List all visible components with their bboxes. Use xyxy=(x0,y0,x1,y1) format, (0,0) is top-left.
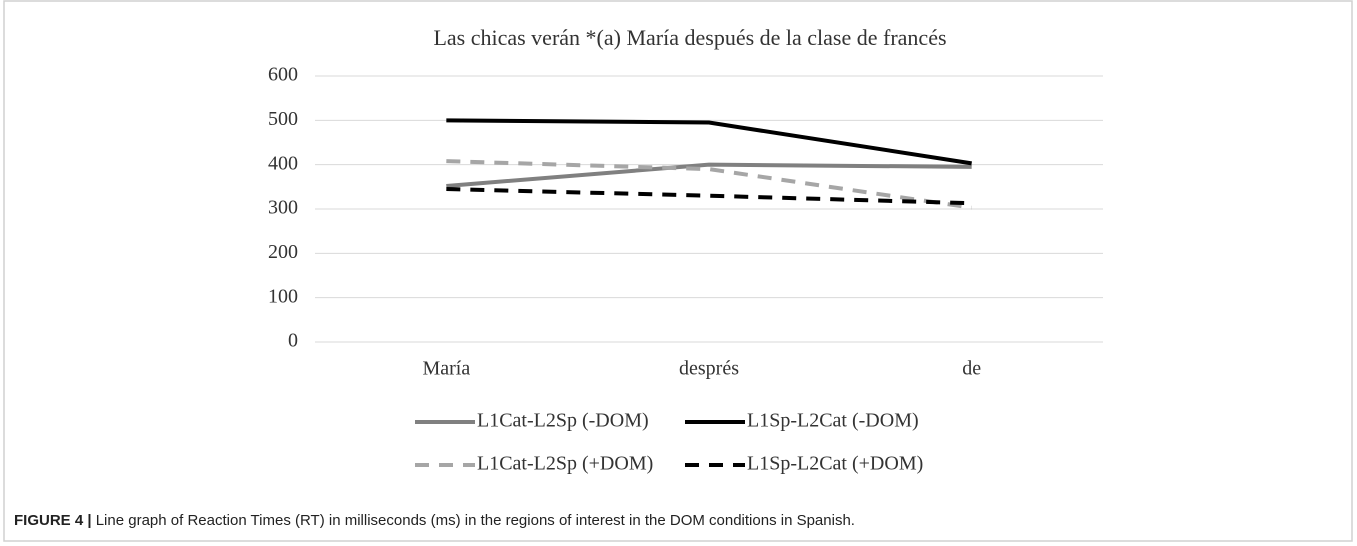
caption-label: FIGURE 4 | xyxy=(14,512,92,529)
legend-label: L1Sp-L2Cat (+DOM) xyxy=(747,453,923,475)
legend-label: L1Cat-L2Sp (-DOM) xyxy=(477,410,649,432)
y-tick-label: 200 xyxy=(268,241,298,263)
legend-label: L1Sp-L2Cat (-DOM) xyxy=(747,410,919,432)
y-tick-label: 600 xyxy=(268,64,298,86)
y-tick-label: 400 xyxy=(268,152,298,174)
caption: FIGURE 4 | Line graph of Reaction Times … xyxy=(14,512,855,529)
x-tick-label: després xyxy=(679,358,739,380)
series-line xyxy=(446,187,972,206)
legend-label: L1Cat-L2Sp (+DOM) xyxy=(477,453,653,475)
series-line xyxy=(446,159,972,210)
x-tick-label: María xyxy=(422,358,470,380)
caption-text: Line graph of Reaction Times (RT) in mil… xyxy=(96,512,855,529)
y-tick-label: 500 xyxy=(268,108,298,130)
y-tick-label: 100 xyxy=(268,285,298,307)
x-tick-label: de xyxy=(962,358,981,380)
y-tick-label: 0 xyxy=(288,330,298,352)
series-line xyxy=(446,118,972,166)
chart-title: Las chicas verán *(a) María después de l… xyxy=(433,25,946,50)
series-line xyxy=(446,162,972,188)
y-tick-label: 300 xyxy=(268,197,298,219)
figure-frame xyxy=(3,0,1353,542)
